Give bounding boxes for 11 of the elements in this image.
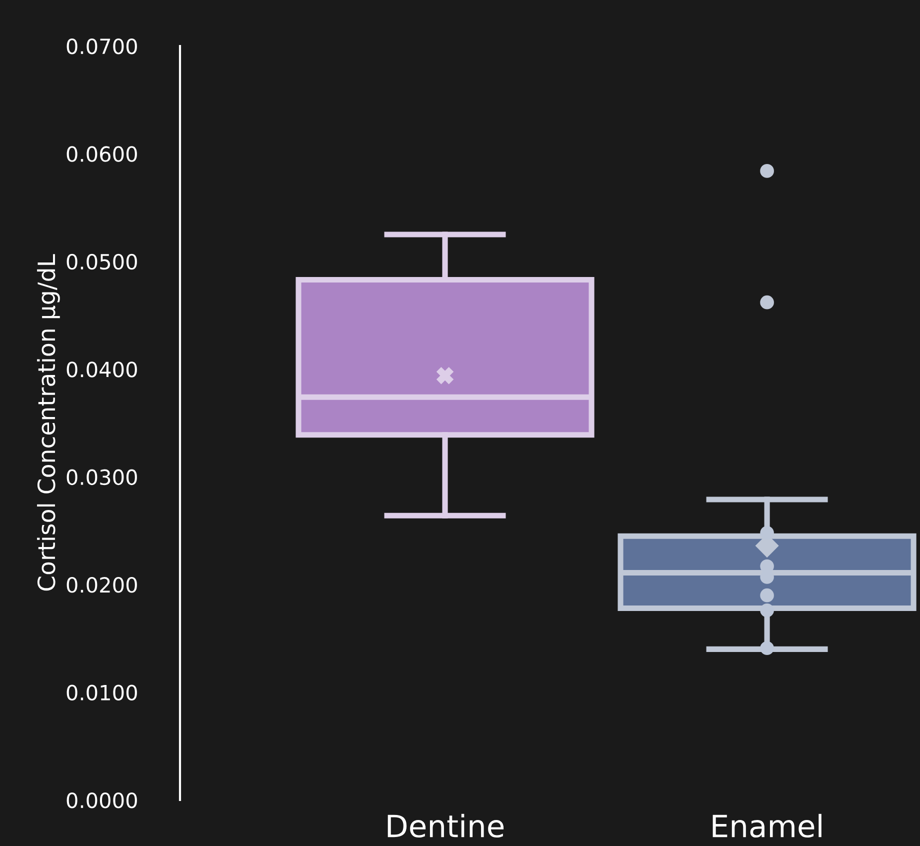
- y-tick-label: 0.0200: [66, 577, 137, 593]
- x-tick-label: Enamel: [712, 814, 822, 838]
- y-tick-label: 0.0500: [66, 254, 137, 270]
- y-tick-label: 0.0300: [66, 469, 137, 486]
- y-tick-label: 0.0000: [66, 792, 137, 808]
- x-tick-label: Dentine: [388, 814, 504, 838]
- y-tick-label: 0.0700: [66, 38, 137, 54]
- y-tick-label: 0.0600: [66, 146, 137, 162]
- y-axis-title: Cortisol Concentration µg/dL: [37, 254, 60, 591]
- y-tick-label: 0.0100: [66, 684, 137, 700]
- y-tick-label: 0.0400: [66, 362, 137, 378]
